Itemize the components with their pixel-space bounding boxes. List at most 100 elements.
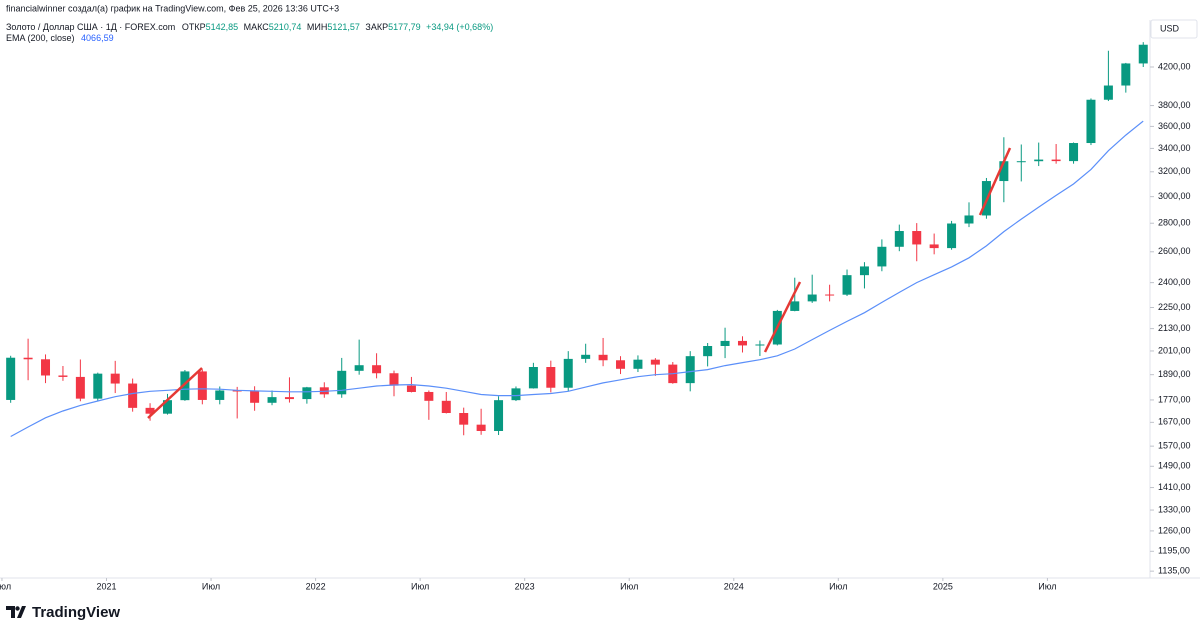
candle-body (1121, 63, 1131, 86)
candle-body (546, 367, 556, 388)
y-tick-label: 1890,00 (1158, 369, 1191, 379)
candle-body (598, 354, 608, 361)
candle-body (720, 340, 730, 347)
candle-body (633, 359, 643, 369)
candle-body (947, 223, 957, 249)
trend-line (978, 147, 1012, 216)
candle-body (755, 344, 765, 346)
candle-body (929, 244, 939, 249)
trend-line (147, 367, 203, 419)
candle-body (842, 275, 852, 295)
candle-body (476, 424, 486, 431)
candle-body (232, 390, 242, 392)
candle-body (581, 354, 591, 359)
open-value: 5142,85 (206, 22, 239, 32)
logo-mark (6, 606, 26, 618)
candle-body (197, 371, 207, 400)
candle-body (1069, 143, 1079, 162)
candle-body (563, 358, 573, 388)
candle-body (1138, 44, 1148, 64)
symbol: Золото / Доллар США · 1Д · FOREX.com (6, 22, 175, 32)
x-tick-label: Июл (829, 581, 847, 591)
candle-body (372, 365, 382, 374)
y-tick-label: 1260,00 (1158, 525, 1191, 535)
y-tick-label: 2400,00 (1158, 277, 1191, 287)
x-tick-label: 2021 (96, 581, 116, 591)
currency-box[interactable] (1150, 19, 1198, 39)
close-value: 5177,79 (388, 22, 421, 32)
high-label: МАКС (244, 22, 270, 32)
y-tick-label: 1330,00 (1158, 504, 1191, 514)
y-tick-label: 1195,00 (1158, 546, 1190, 556)
y-tick-label: 2800,00 (1158, 218, 1191, 228)
candle-body (424, 391, 434, 401)
candle-body (6, 357, 16, 400)
candle-body (894, 231, 904, 247)
candle-body (441, 400, 451, 414)
candle-body (737, 340, 747, 346)
x-tick-label: 2023 (515, 581, 535, 591)
y-tick-label: 3000,00 (1158, 191, 1191, 201)
ema-line (10, 120, 1144, 438)
candle-body (180, 371, 190, 401)
candle-body (999, 161, 1009, 182)
plot (6, 42, 1148, 438)
candle-body (859, 266, 869, 276)
credit: financialwinner создал(а) график на Trad… (6, 3, 339, 13)
x-tick-label: 2024 (724, 581, 744, 591)
candle-body (162, 400, 172, 414)
y-tick-label: 1490,00 (1158, 461, 1191, 471)
candle-body (284, 397, 294, 400)
ema-value: 4066,59 (81, 33, 114, 43)
legend-line: Золото / Доллар США · 1Д · FOREX.com ОТК… (6, 22, 493, 32)
candle-body (302, 387, 312, 400)
y-tick-label: 4200,00 (1158, 61, 1191, 71)
candle-body (964, 215, 974, 224)
candle-body (459, 413, 469, 425)
candle-body (128, 383, 138, 408)
candle-body (685, 356, 695, 384)
y-tick-label: 1670,00 (1158, 417, 1191, 427)
x-tick-label: 2022 (306, 581, 326, 591)
candle-body (267, 397, 277, 403)
candle-body (703, 346, 713, 357)
candle-body (250, 390, 260, 403)
candle-body (354, 365, 364, 371)
candle-body (912, 231, 922, 245)
candle-body (494, 400, 504, 431)
y-tick-label: 1410,00 (1158, 482, 1191, 492)
candle-body (23, 357, 33, 360)
candle-body (1016, 161, 1026, 163)
candle-body (616, 360, 626, 369)
y-tick-label: 3400,00 (1158, 143, 1191, 153)
candle-body (75, 376, 85, 399)
low-value: 5121,57 (327, 22, 360, 32)
y-tick-label: 2250,00 (1158, 302, 1191, 312)
y-tick-label: 3600,00 (1158, 121, 1191, 131)
x-tick-label: Июл (411, 581, 429, 591)
candle-body (807, 294, 817, 302)
candle-body (511, 388, 521, 401)
x-tick-label: Июл (1038, 581, 1056, 591)
candle-body (790, 301, 800, 311)
y-tick-label: 2130,00 (1158, 323, 1191, 333)
ema-legend: EMA (200, close) 4066,59 (6, 33, 114, 43)
y-tick-label: 1570,00 (1158, 441, 1191, 451)
candle-body (337, 370, 347, 395)
candle-body (650, 359, 660, 365)
candle-body (41, 359, 51, 376)
candle-body (877, 246, 887, 267)
candle-body (406, 385, 416, 392)
candle-body (825, 294, 835, 296)
x-tick-label: 2025 (933, 581, 953, 591)
low-label: МИН (307, 22, 327, 32)
candle-body (1051, 159, 1061, 162)
x-tick-label: Июл (202, 581, 220, 591)
logo-text: TradingView (32, 604, 120, 621)
ema-label: EMA (200, close) (6, 33, 75, 43)
y-tick-label: 3200,00 (1158, 166, 1191, 176)
x-tick-label: Июл (0, 581, 11, 591)
y-tick-label: 3800,00 (1158, 100, 1191, 110)
y-tick-label: 1135,00 (1158, 566, 1190, 576)
